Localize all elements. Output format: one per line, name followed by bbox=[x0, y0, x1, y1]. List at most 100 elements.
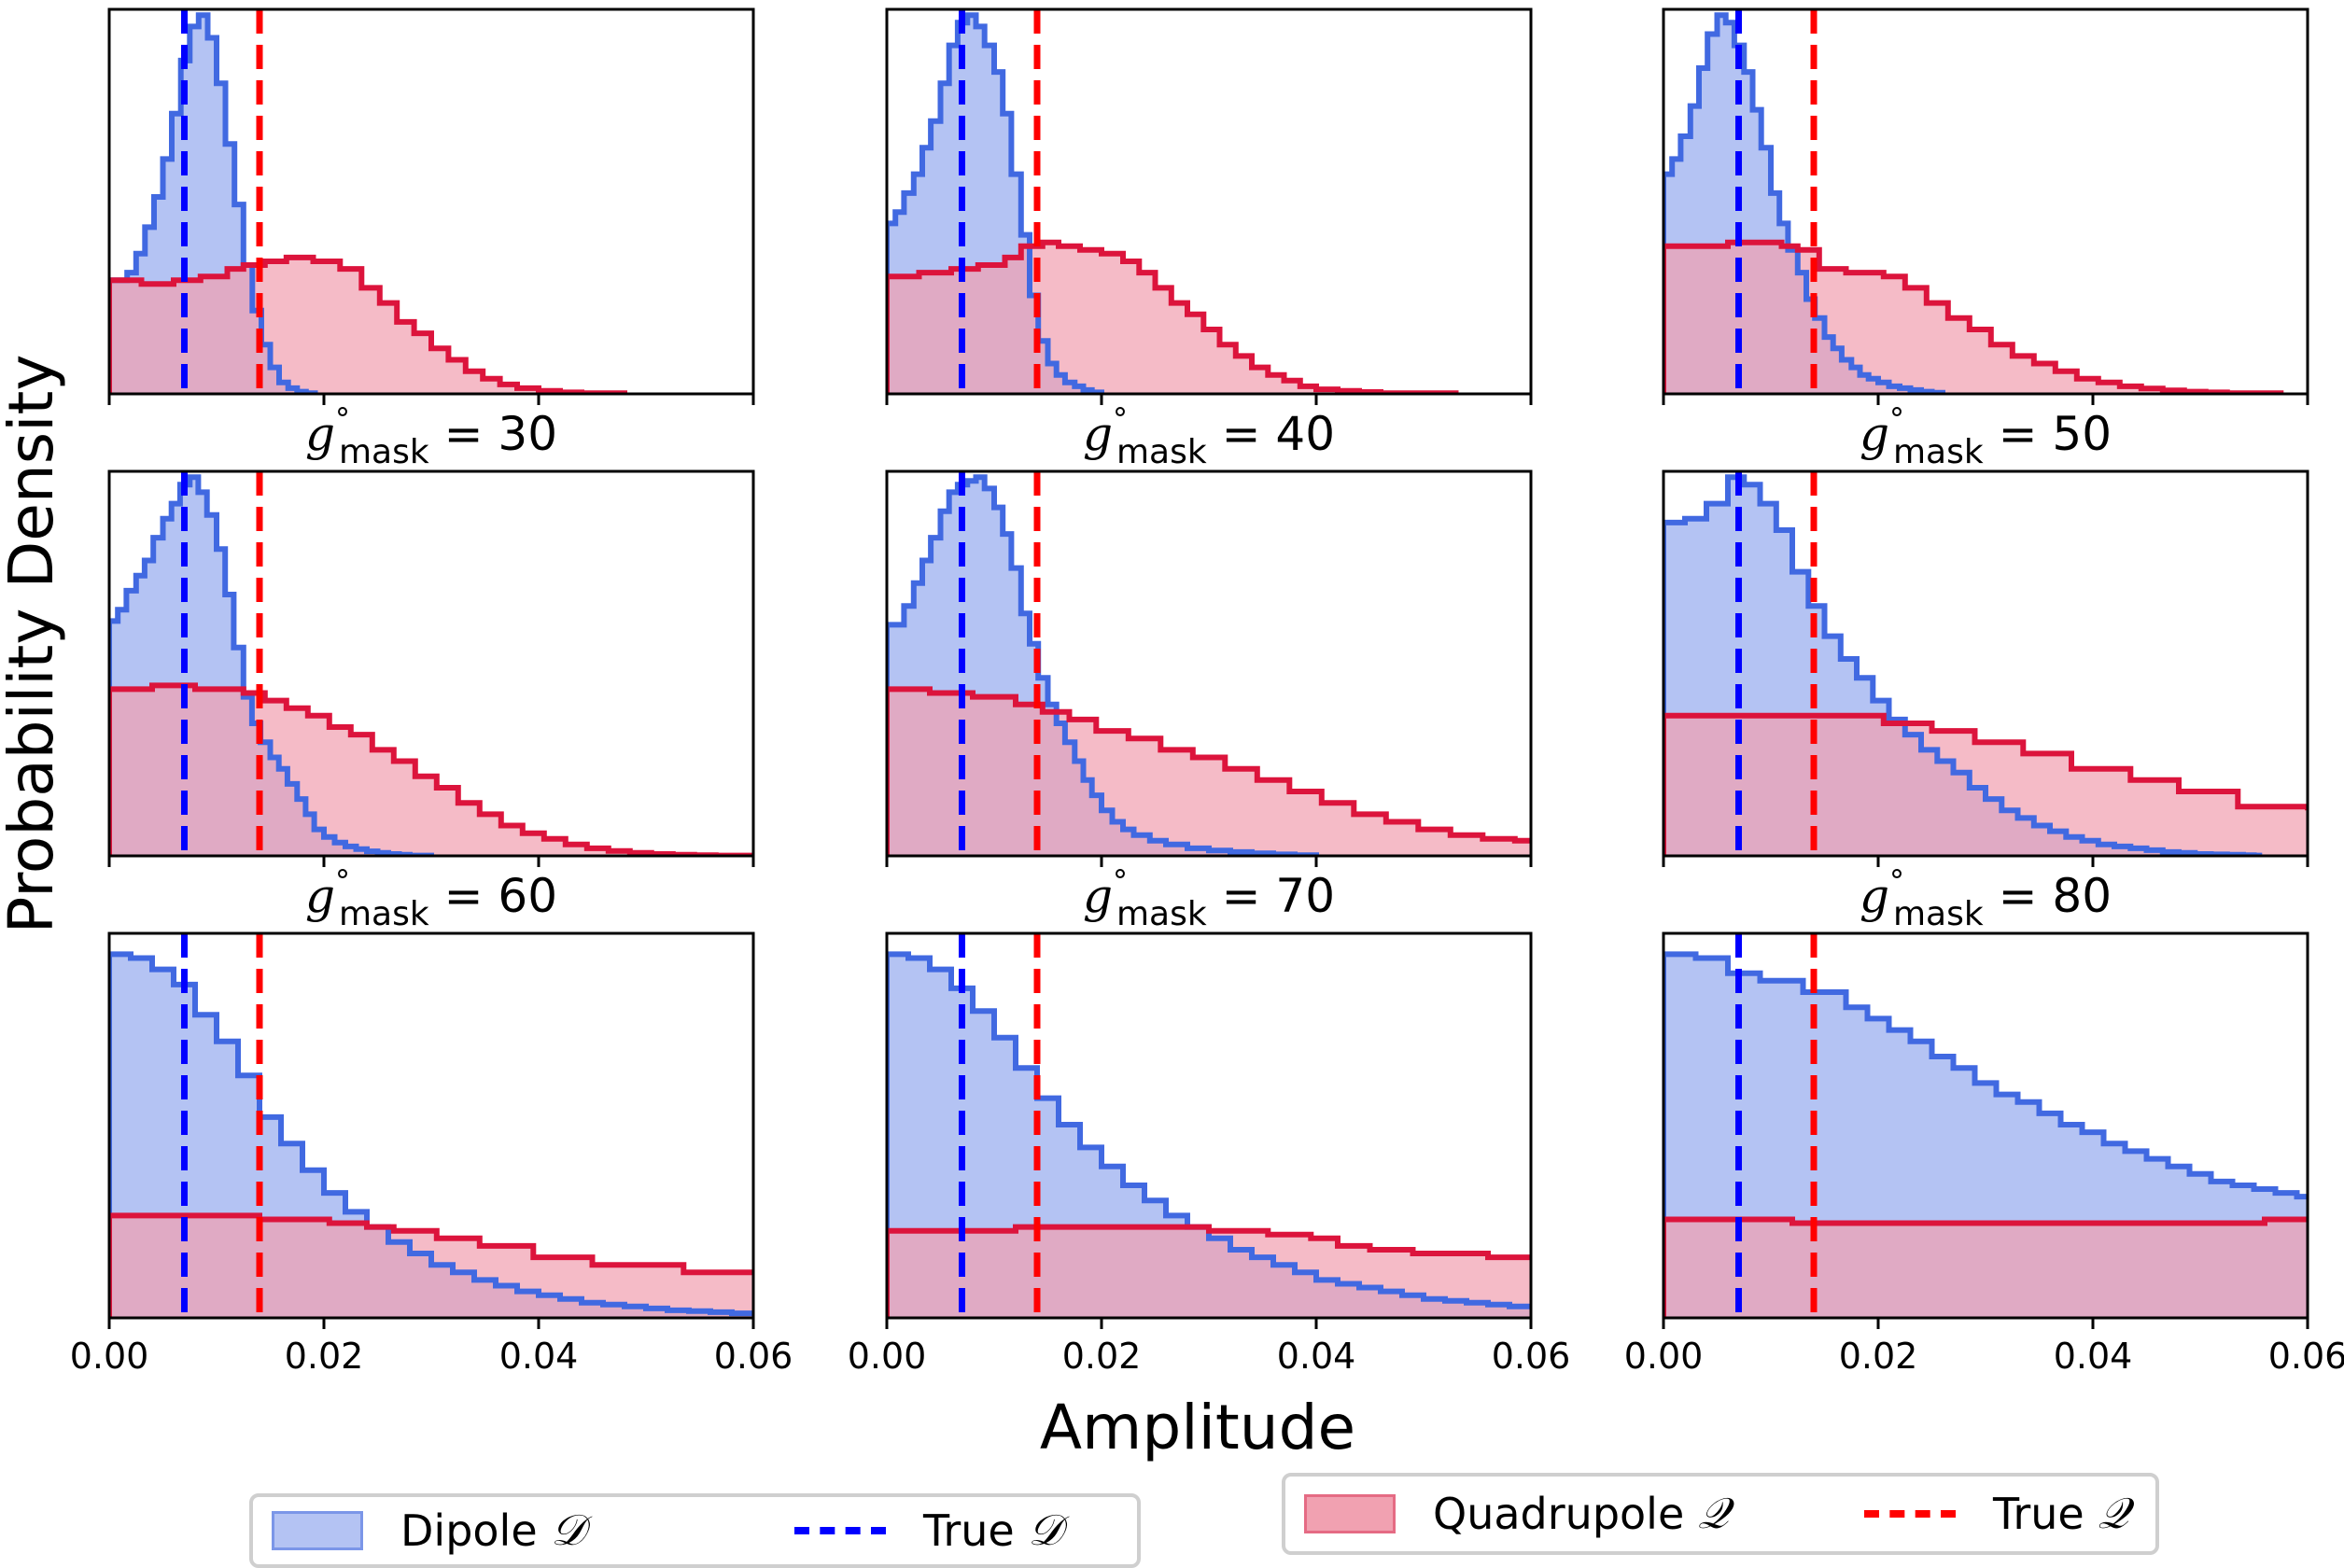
panel-label-base: g bbox=[1860, 869, 1889, 923]
panel-plot-area bbox=[109, 933, 753, 1318]
x-tick-label: 0.02 bbox=[1062, 1336, 1142, 1377]
panel-label-super: ° bbox=[1889, 401, 1904, 437]
panel-label-value: = 50 bbox=[1984, 407, 2112, 461]
panel-label-super: ° bbox=[335, 863, 350, 899]
panel-frame bbox=[1662, 7, 2309, 396]
panel-frame bbox=[885, 469, 1533, 858]
panel-label-sub: mask bbox=[1116, 433, 1207, 471]
panel-label-sub: mask bbox=[1893, 895, 1984, 933]
panel-frame bbox=[107, 469, 755, 858]
dipole-swatch bbox=[272, 1511, 363, 1550]
panel-label-base: g bbox=[305, 869, 335, 923]
quadrupole-histogram-fill bbox=[109, 257, 625, 394]
dipole-histogram-outline bbox=[887, 474, 1319, 856]
dipole-legend-label: Dipole bbox=[400, 1505, 538, 1556]
x-tick-label: 0.00 bbox=[70, 1336, 149, 1377]
panel-6: g° mask = 80 bbox=[1662, 469, 2309, 933]
true-dipole-legend-symbol: 𝒟 bbox=[1028, 1505, 1063, 1555]
true-quadrupole-swatch bbox=[1864, 1510, 1956, 1518]
y-axis-label: Probability Density bbox=[0, 355, 67, 934]
quadrupole-histogram-outline bbox=[1663, 1216, 2308, 1318]
quadrupole-histogram-outline bbox=[887, 686, 1531, 856]
panel-label-base: g bbox=[305, 407, 335, 461]
x-tick-label: 0.06 bbox=[714, 1336, 793, 1377]
x-tick-label: 0.04 bbox=[2054, 1336, 2133, 1377]
panel-frame bbox=[107, 7, 755, 396]
panel-plot-area bbox=[1663, 9, 2284, 394]
panel-label: g° mask = 60 bbox=[305, 863, 557, 933]
panel-label-value: = 60 bbox=[429, 869, 557, 923]
panel-label-super: ° bbox=[1113, 401, 1128, 437]
panel-label-base: g bbox=[1083, 407, 1113, 461]
panel-label-sub: mask bbox=[1116, 895, 1207, 933]
panel-plot-area bbox=[887, 471, 1531, 856]
panel-frame bbox=[1662, 931, 2309, 1320]
panel-7: 0.00 0.02 0.04 0.06 bbox=[70, 931, 793, 1377]
quadrupole-histogram-fill bbox=[887, 689, 1531, 856]
panel-label: g° mask = 30 bbox=[305, 401, 557, 471]
quadrupole-histogram-outline bbox=[109, 1212, 753, 1318]
panel-label-sub: mask bbox=[1893, 433, 1984, 471]
x-tick-label: 0.02 bbox=[285, 1336, 364, 1377]
panel-label-base: g bbox=[1860, 407, 1889, 461]
panel-label-value: = 30 bbox=[429, 407, 557, 461]
true-quad-legend-label: True bbox=[1993, 1489, 2084, 1539]
panel-label-super: ° bbox=[335, 401, 350, 437]
panel-frame bbox=[885, 931, 1533, 1320]
true-dipole-legend-label: True bbox=[923, 1505, 1015, 1556]
quadrupole-histogram-outline bbox=[1663, 239, 2284, 394]
quadrupole-histogram-outline bbox=[1663, 712, 2308, 856]
panel-frame bbox=[885, 7, 1533, 396]
panel-label: g° mask = 40 bbox=[1083, 401, 1335, 471]
panel-5: g° mask = 70 bbox=[885, 469, 1533, 933]
quad-legend-symbol: 𝒬 bbox=[1697, 1488, 1729, 1538]
dipole-histogram-outline bbox=[1663, 951, 2308, 1318]
x-axis-label: Amplitude bbox=[1040, 1392, 1355, 1463]
panel-label-value: = 70 bbox=[1207, 869, 1335, 923]
dipole-histogram-outline bbox=[109, 951, 753, 1318]
quadrupole-swatch bbox=[1304, 1494, 1396, 1533]
quadrupole-histogram-fill bbox=[1663, 1219, 2308, 1318]
x-tick-label: 0.04 bbox=[1277, 1336, 1356, 1377]
panel-label-base: g bbox=[1083, 869, 1113, 923]
x-tick-label: 0.04 bbox=[499, 1336, 579, 1377]
panel-1: g° mask = 30 bbox=[107, 7, 755, 471]
panel-label: g° mask = 50 bbox=[1860, 401, 2112, 471]
panel-plot-area bbox=[887, 9, 1459, 394]
panel-4: g° mask = 60 bbox=[107, 469, 755, 933]
legend-item-dipole: Dipole 𝒟 bbox=[272, 1505, 794, 1557]
panel-label-value: = 80 bbox=[1984, 869, 2112, 923]
panel-plot-area bbox=[109, 9, 627, 394]
panel-plot-area bbox=[887, 933, 1531, 1318]
quad-legend-label: Quadrupole bbox=[1433, 1489, 1685, 1539]
dipole-legend-symbol: 𝒟 bbox=[551, 1505, 585, 1555]
panel-label-super: ° bbox=[1889, 863, 1904, 899]
panel-label-value: = 40 bbox=[1207, 407, 1335, 461]
panel-plot-area bbox=[1663, 933, 2308, 1318]
x-tick-label: 0.02 bbox=[1839, 1336, 1918, 1377]
legend-item-quadrupole: Quadrupole 𝒬 bbox=[1304, 1488, 1864, 1540]
true-dipole-swatch bbox=[794, 1527, 886, 1534]
panels-group: g° mask = 30 g° mask = 40 g° mask = 50g° mask … bbox=[70, 7, 2344, 1377]
x-tick-label: 0.00 bbox=[848, 1336, 927, 1377]
legend-left: Dipole 𝒟 True 𝒟 bbox=[249, 1493, 1141, 1568]
quadrupole-histogram-fill bbox=[109, 685, 753, 856]
dipole-histogram-outline bbox=[1663, 12, 1945, 394]
legend-item-true-dipole: True 𝒟 bbox=[794, 1505, 1062, 1557]
legend-right: Quadrupole 𝒬 True 𝒬 bbox=[1282, 1473, 2159, 1555]
panel-plot-area bbox=[1663, 471, 2308, 856]
quadrupole-histogram-fill bbox=[1663, 242, 2281, 394]
quadrupole-histogram-outline bbox=[109, 254, 627, 394]
panel-frame bbox=[1662, 469, 2309, 858]
panel-label-sub: mask bbox=[339, 433, 429, 471]
dipole-histogram-outline bbox=[1663, 474, 2263, 856]
panel-9: 0.00 0.02 0.04 0.06 bbox=[1624, 931, 2344, 1377]
panel-3: g° mask = 50 bbox=[1662, 7, 2309, 471]
panel-label-super: ° bbox=[1113, 863, 1128, 899]
panel-label-sub: mask bbox=[339, 895, 429, 933]
panel-8: 0.00 0.02 0.04 0.06 bbox=[848, 931, 1570, 1377]
x-tick-label: 0.06 bbox=[2268, 1336, 2344, 1377]
dipole-histogram-outline bbox=[109, 12, 318, 394]
dipole-histogram-outline bbox=[887, 12, 1104, 394]
